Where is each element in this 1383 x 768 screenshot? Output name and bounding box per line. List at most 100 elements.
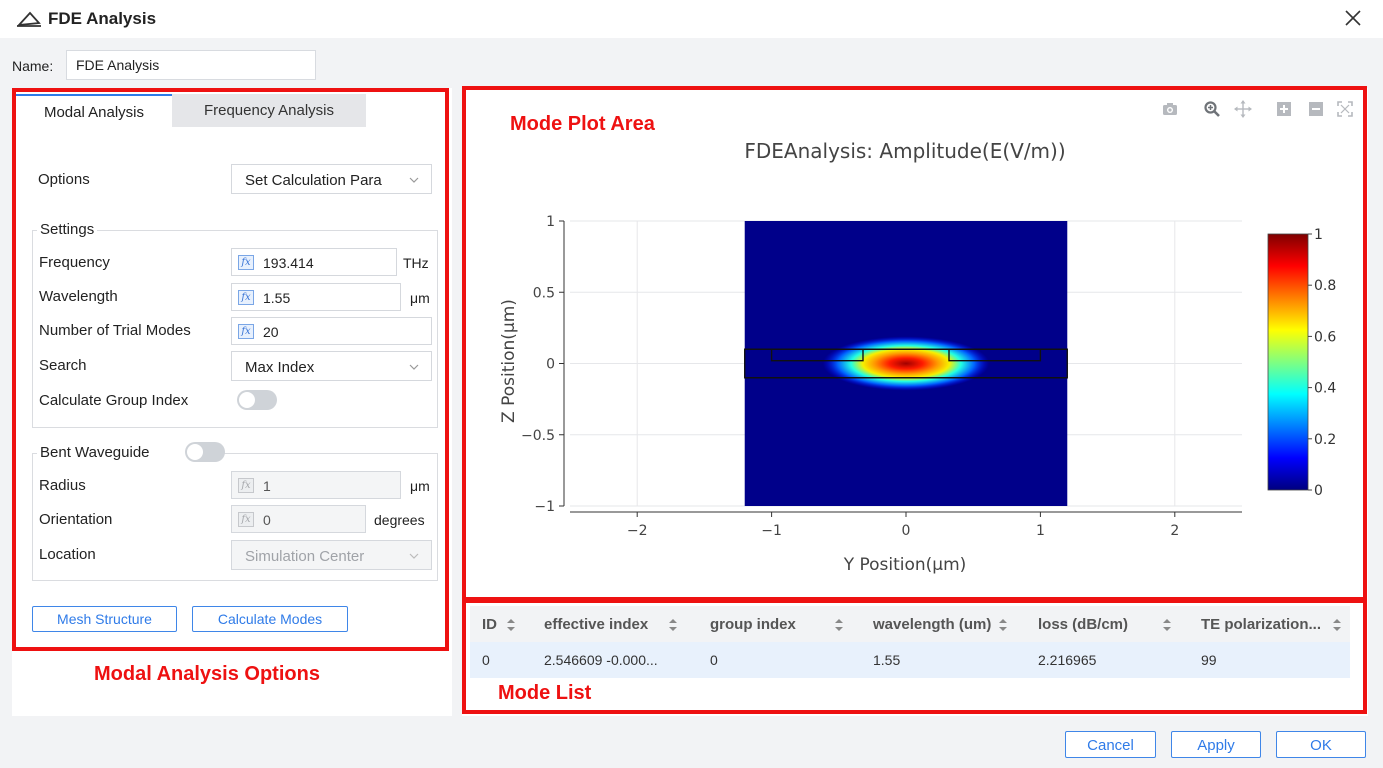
orientation-input[interactable]: fx 0	[231, 505, 366, 533]
sort-icon[interactable]	[998, 618, 1008, 632]
search-select[interactable]: Max Index	[231, 351, 432, 381]
fx-icon: fx	[238, 255, 254, 270]
colorbar-tick-label: 0	[1314, 483, 1323, 499]
group-index-toggle[interactable]	[237, 390, 277, 410]
apply-button[interactable]: Apply	[1171, 731, 1261, 758]
radius-unit: μm	[410, 478, 430, 494]
col-id[interactable]: ID	[482, 616, 497, 633]
col-wavelength[interactable]: wavelength (um)	[873, 616, 992, 633]
wavelength-input[interactable]: fx 1.55	[231, 283, 401, 311]
wavelength-value: 1.55	[263, 290, 291, 306]
tab-frequency-analysis[interactable]: Frequency Analysis	[172, 94, 366, 127]
cell-id: 0	[482, 652, 490, 668]
mode-table-header: ID effective index group index wavelengt…	[470, 606, 1350, 642]
orientation-label: Orientation	[39, 511, 113, 528]
fx-icon: fx	[238, 324, 254, 339]
wavelength-unit: μm	[410, 290, 430, 306]
chevron-down-icon	[409, 364, 419, 370]
orientation-value: 0	[263, 512, 271, 528]
colorbar-ticks: 1 0.8 0.6 0.4 0.2 0	[1308, 227, 1336, 499]
chevron-down-icon	[409, 553, 419, 559]
options-select[interactable]: Set Calculation Para	[231, 164, 432, 194]
calculate-modes-button[interactable]: Calculate Modes	[192, 606, 348, 632]
mode-list-annotation: Mode List	[498, 682, 592, 704]
modal-options-annotation: Modal Analysis Options	[94, 663, 320, 685]
sort-icon[interactable]	[1162, 618, 1172, 632]
zoom-out-icon[interactable]	[1307, 100, 1325, 118]
x-tick-label: −2	[627, 523, 648, 539]
autoscale-icon[interactable]	[1336, 100, 1354, 118]
mode-hotspot	[822, 336, 990, 391]
waveguide-outline	[744, 348, 1068, 379]
settings-group	[32, 230, 438, 428]
tab-modal-analysis[interactable]: Modal Analysis	[16, 94, 172, 127]
col-effective-index[interactable]: effective index	[544, 616, 649, 633]
sort-icon[interactable]	[668, 618, 678, 632]
col-te-polarization[interactable]: TE polarization...	[1201, 616, 1322, 633]
x-tick-label: 1	[1036, 523, 1045, 539]
cell-te-polarization: 99	[1201, 652, 1217, 668]
orientation-unit: degrees	[374, 512, 425, 528]
frequency-unit: THz	[403, 255, 429, 271]
cell-loss: 2.216965	[1038, 652, 1097, 668]
sort-icon[interactable]	[506, 618, 516, 632]
ok-button[interactable]: OK	[1276, 731, 1366, 758]
location-select[interactable]: Simulation Center	[231, 540, 432, 570]
cell-group-index: 0	[710, 652, 718, 668]
camera-icon[interactable]	[1161, 100, 1179, 118]
sort-icon[interactable]	[834, 618, 844, 632]
name-input[interactable]	[66, 50, 316, 80]
search-select-value: Max Index	[245, 359, 315, 376]
x-axis-label: Y Position(μm)	[843, 555, 967, 575]
trial-modes-value: 20	[263, 324, 279, 340]
fx-icon: fx	[238, 512, 254, 527]
x-tick-label: 0	[902, 523, 911, 539]
pan-icon[interactable]	[1234, 100, 1252, 118]
window-title: FDE Analysis	[48, 9, 157, 28]
y-tick-label: 0.5	[533, 285, 555, 301]
col-loss[interactable]: loss (dB/cm)	[1038, 616, 1129, 633]
colorbar-tick-label: 0.6	[1314, 329, 1336, 345]
name-row: Name:	[0, 38, 1383, 88]
y-tick-label: 1	[546, 214, 555, 230]
y-axis-label: Z Position(μm)	[499, 299, 519, 423]
cancel-button[interactable]: Cancel	[1065, 731, 1156, 758]
search-label: Search	[39, 357, 87, 374]
plot-title: FDEAnalysis: Amplitude(E(V/m))	[744, 139, 1065, 163]
mesh-structure-button[interactable]: Mesh Structure	[32, 606, 177, 632]
options-select-value: Set Calculation Para	[245, 172, 382, 189]
table-row[interactable]: 0 2.546609 -0.000... 0 1.55 2.216965 99	[470, 642, 1350, 678]
plot-area-annotation: Mode Plot Area	[510, 113, 655, 135]
app-logo-icon	[16, 11, 41, 27]
trial-modes-label: Number of Trial Modes	[39, 322, 191, 339]
options-label: Options	[38, 171, 90, 188]
col-group-index[interactable]: group index	[710, 616, 796, 633]
settings-title: Settings	[37, 221, 98, 238]
y-ticks: 1 0.5 0 −0.5 −1	[521, 214, 564, 515]
colorbar-tick-label: 0.4	[1314, 381, 1336, 397]
y-tick-label: −1	[534, 499, 555, 515]
frequency-input[interactable]: fx 193.414	[231, 248, 397, 276]
fx-icon: fx	[238, 290, 254, 305]
colorbar-tick-label: 0.8	[1314, 278, 1336, 294]
name-label: Name:	[12, 58, 54, 74]
location-select-value: Simulation Center	[245, 548, 365, 565]
toggle-knob	[239, 392, 255, 408]
close-icon[interactable]	[1341, 6, 1365, 30]
chevron-down-icon	[409, 177, 419, 183]
y-tick-label: 0	[546, 357, 555, 373]
trial-modes-input[interactable]: fx 20	[231, 317, 432, 345]
zoom-icon[interactable]	[1203, 100, 1221, 118]
sort-icon[interactable]	[1332, 618, 1342, 632]
colorbar	[1267, 233, 1309, 491]
y-tick-label: −0.5	[521, 428, 555, 444]
radius-input[interactable]: fx 1	[231, 471, 401, 499]
x-tick-label: −1	[761, 523, 782, 539]
mode-plot[interactable]: FDEAnalysis: Amplitude(E(V/m)) −2 −1 0 1 2 1…	[470, 128, 1360, 596]
bent-waveguide-toggle[interactable]	[185, 442, 225, 462]
frequency-label: Frequency	[39, 254, 110, 271]
zoom-in-icon[interactable]	[1275, 100, 1293, 118]
colorbar-tick-label: 1	[1314, 227, 1323, 243]
radius-label: Radius	[39, 477, 86, 494]
frequency-value: 193.414	[263, 255, 314, 271]
